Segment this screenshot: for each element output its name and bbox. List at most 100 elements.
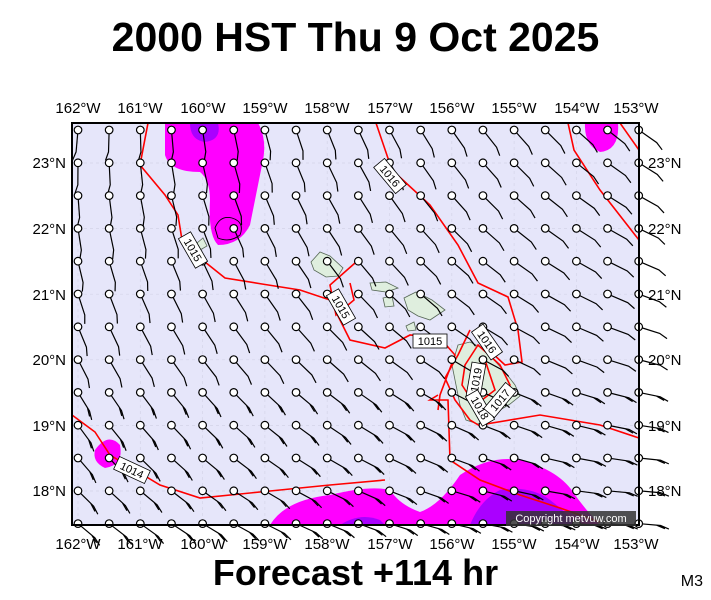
station-circle (73, 125, 83, 135)
station-circle (291, 519, 301, 528)
wind-barb (385, 420, 416, 443)
wind-barb (104, 125, 114, 161)
wind-barb (603, 289, 635, 310)
station-circle (104, 519, 114, 528)
wind-barb (291, 289, 314, 320)
svg-text:1015: 1015 (418, 336, 442, 348)
wind-barb (540, 256, 571, 281)
station-circle (260, 125, 270, 135)
station-circle (229, 125, 239, 135)
wind-barb (198, 355, 220, 386)
wind-barb (603, 223, 634, 247)
wind-barb (447, 223, 473, 253)
station-circle (540, 125, 550, 135)
station-circle (322, 256, 332, 266)
wind-barb (73, 388, 93, 421)
wind-barb (540, 125, 566, 154)
station-circle (229, 355, 239, 365)
wind-barb (167, 289, 184, 323)
svg-text:Copyright metvuw.com: Copyright metvuw.com (515, 513, 626, 525)
wind-barb (291, 388, 319, 415)
wind-barb (416, 453, 449, 473)
station-circle (353, 519, 363, 528)
wind-barb (104, 486, 131, 514)
wind-barb (509, 355, 541, 376)
wind-barb (73, 322, 88, 357)
station-circle (291, 191, 301, 201)
wind-barb (603, 388, 637, 404)
station-circle (509, 256, 519, 266)
wind-barb (260, 388, 286, 416)
station-circle (291, 125, 301, 135)
wind-barb (73, 223, 83, 260)
wind-barb (135, 289, 151, 324)
wind-barb (167, 322, 186, 355)
station-circle (478, 486, 488, 496)
station-circle (167, 355, 176, 365)
station-circle (198, 388, 208, 397)
wind-barb (167, 453, 193, 481)
station-circle (603, 453, 612, 463)
wind-barb (135, 388, 157, 419)
station-circle (447, 388, 457, 397)
station-circle (260, 191, 270, 201)
station-circle (572, 355, 581, 365)
station-circle (198, 322, 208, 332)
wind-barb (322, 355, 349, 383)
wind-barb (291, 420, 320, 446)
station-circle (73, 355, 83, 365)
station-circle (135, 289, 145, 299)
station-circle (229, 322, 239, 332)
wind-barb (167, 125, 176, 161)
wind-barb (198, 453, 225, 480)
station-circle (416, 486, 426, 496)
station-circle (353, 125, 363, 135)
wind-barb (104, 322, 121, 356)
wind-barb (135, 322, 153, 356)
wind-barb (198, 420, 224, 449)
heavy-rain-area (340, 516, 385, 525)
station-circle (198, 519, 208, 528)
wind-barb (353, 125, 370, 159)
wind-barb (385, 223, 408, 255)
isobar-line (479, 414, 640, 439)
station-circle (509, 486, 519, 496)
station-circle (73, 256, 83, 266)
rain-area (165, 123, 265, 245)
wind-barb (509, 322, 541, 345)
station-circle (353, 453, 363, 463)
wind-barb (322, 256, 344, 288)
lon-label: 156°W (429, 100, 475, 117)
station-circle (540, 322, 550, 332)
wind-barb (447, 453, 480, 472)
station-circle (416, 388, 426, 397)
lat-label: 21°N (648, 287, 682, 304)
station-circle (260, 355, 270, 365)
station-circle (73, 420, 83, 430)
station-circle (572, 223, 581, 233)
lon-label: 153°W (613, 100, 659, 117)
wind-barb (135, 158, 145, 194)
wind-barb (478, 289, 507, 315)
wind-barb (572, 486, 607, 499)
wind-barb (509, 223, 537, 250)
wind-barb (540, 289, 572, 312)
station-circle (104, 388, 114, 397)
station-circle (135, 158, 145, 168)
wind-barb (291, 191, 308, 225)
wind-barb (478, 355, 510, 377)
station-circle (509, 158, 519, 168)
station-circle (509, 223, 519, 233)
lat-label: 20°N (32, 352, 66, 369)
station-circle (540, 223, 550, 233)
station-circle (198, 158, 208, 168)
station-circle (385, 355, 394, 365)
station-circle (322, 223, 332, 233)
lon-label: 156°W (429, 536, 475, 553)
wind-barb (447, 256, 474, 284)
station-circle (167, 453, 176, 463)
wind-barb (385, 388, 415, 412)
lat-label: 23°N (32, 155, 66, 172)
wind-barb (104, 256, 116, 292)
station-circle (572, 486, 581, 496)
